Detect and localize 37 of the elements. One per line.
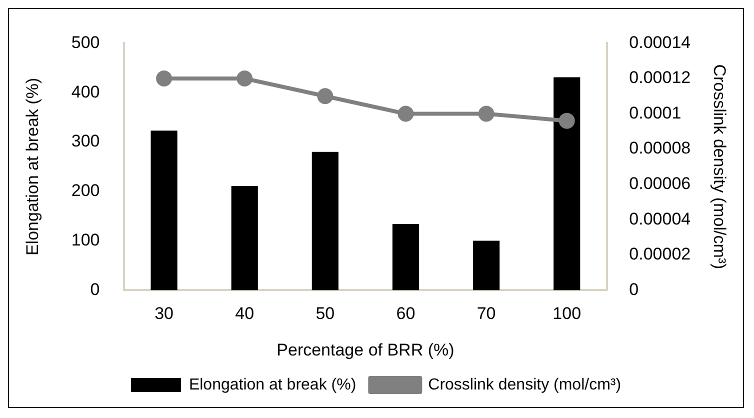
bar: [312, 152, 338, 290]
y2-tick-label: 0.00014: [629, 32, 691, 52]
y-tick-label: 300: [71, 132, 100, 151]
y2-axis-title: Crosslink density (mol/cm³): [710, 64, 730, 270]
x-tick-label: 100: [552, 304, 582, 324]
y2-tick-label: 0.0001: [629, 103, 682, 122]
x-tick-label: 50: [316, 304, 335, 324]
point: [317, 88, 334, 104]
legend-label: Elongation at break (%): [188, 376, 356, 394]
y-tick-label: 200: [71, 181, 100, 200]
x-tick-label: 70: [476, 304, 496, 324]
x-axis-title: Percentage of BRR (%): [276, 340, 454, 360]
y2-tick-label: 0.00008: [629, 138, 691, 158]
bar: [554, 77, 580, 290]
bar: [473, 240, 500, 290]
y-tick-label: 400: [71, 82, 100, 102]
legend-label: Crosslink density (mol/cm³): [428, 376, 622, 394]
y-tick-label: 500: [71, 32, 100, 52]
bar: [231, 186, 258, 290]
point: [398, 106, 414, 122]
y2-tick-label: 0.00002: [629, 244, 691, 264]
x-tick-label: 60: [396, 304, 416, 324]
point: [478, 106, 494, 122]
y2-tick-label: 0.00006: [629, 174, 691, 194]
point: [558, 112, 575, 129]
point: [156, 70, 172, 86]
x-tick-label: 40: [235, 304, 254, 324]
y2-tick-label: 0.00012: [629, 68, 691, 88]
bar: [150, 130, 178, 290]
y2-tick-label: 0: [629, 280, 639, 299]
point: [236, 70, 253, 86]
y-tick-label: 0: [90, 280, 100, 299]
y-tick-label: 100: [71, 230, 100, 250]
y2-tick-label: 0.00004: [629, 209, 691, 228]
y-axis-title: Elongation at break (%): [22, 78, 42, 256]
bar: [392, 224, 420, 290]
x-tick-label: 30: [154, 304, 174, 324]
